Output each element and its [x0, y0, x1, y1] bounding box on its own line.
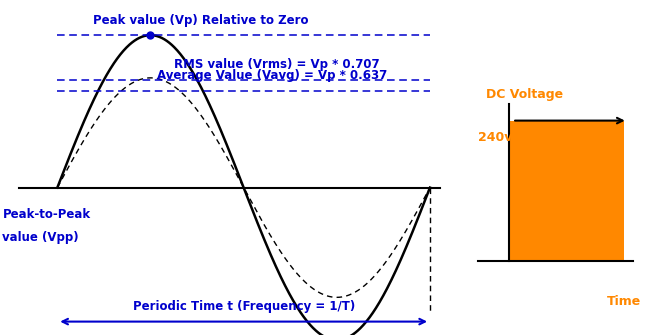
Text: RMS value (Vrms) = Vp * 0.707: RMS value (Vrms) = Vp * 0.707	[174, 59, 380, 71]
Text: Periodic Time t (Frequency = 1/T): Periodic Time t (Frequency = 1/T)	[133, 300, 355, 313]
Text: Peak-to-Peak: Peak-to-Peak	[3, 208, 90, 221]
Text: Time: Time	[607, 295, 642, 308]
Text: Peak value (Vp) Relative to Zero: Peak value (Vp) Relative to Zero	[93, 14, 308, 27]
Text: DC Voltage: DC Voltage	[486, 87, 564, 100]
Bar	[509, 121, 624, 261]
Text: value (Vpp): value (Vpp)	[3, 231, 79, 244]
Text: Average Value (Vavg) = Vp * 0.637: Average Value (Vavg) = Vp * 0.637	[157, 69, 387, 82]
Text: 240v: 240v	[478, 131, 512, 144]
